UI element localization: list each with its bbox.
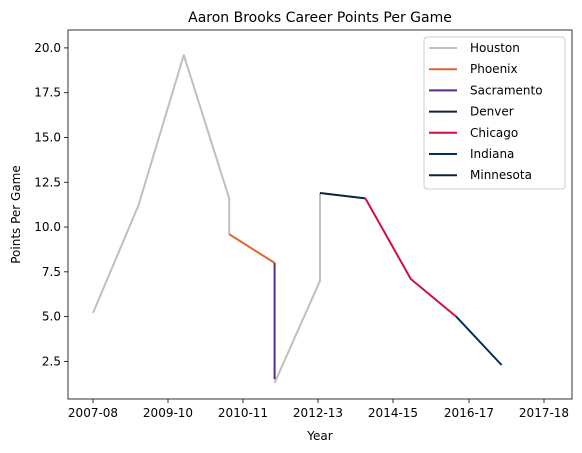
series-line-phoenix (228, 233, 276, 264)
x-tick-label: 2010-11 (218, 406, 268, 420)
legend-label: Chicago (470, 126, 518, 140)
y-tick-label: 15.0 (34, 130, 61, 144)
y-tick-label: 17.5 (34, 86, 61, 100)
chart-title: Aaron Brooks Career Points Per Game (188, 10, 452, 26)
plot-lines (92, 54, 503, 384)
legend-box (423, 36, 566, 190)
x-tick-label: 2017-18 (519, 406, 569, 420)
legend-label: Houston (470, 41, 520, 55)
series-line-chicago (364, 197, 457, 318)
y-tick-label: 10.0 (34, 220, 61, 234)
series-line-houston (273, 193, 321, 384)
y-tick-label: 7.5 (42, 265, 61, 279)
y-tick-label: 20.0 (34, 41, 61, 55)
y-axis-label: Points Per Game (9, 165, 23, 264)
x-tick-label: 2016-17 (444, 406, 494, 420)
x-tick-label: 2014-15 (368, 406, 418, 420)
x-tick-label: 2007-08 (68, 406, 118, 420)
y-axis: 2.5 5.0 7.5 10.0 12.5 15.0 17.5 20.0 (34, 41, 68, 368)
plot-frame (67, 29, 573, 400)
x-tick-label: 2012-13 (293, 406, 343, 420)
y-tick-label: 12.5 (34, 175, 61, 189)
legend-label: Minnesota (470, 168, 532, 182)
legend: Houston Phoenix Sacramento Denver Chicago Ind… (423, 36, 566, 190)
y-tick-label: 5.0 (42, 310, 61, 324)
legend-label: Indiana (470, 147, 514, 161)
legend-label: Sacramento (470, 83, 543, 97)
legend-label: Denver (470, 105, 514, 119)
x-tick-label: 2009-10 (143, 406, 193, 420)
y-tick-label: 2.5 (42, 354, 61, 368)
series-line-denver (319, 192, 366, 200)
legend-label: Phoenix (470, 62, 518, 76)
series-line-houston (92, 54, 231, 314)
x-axis: 2007-08 2009-10 2010-11 2012-13 2014-15 2016-… (68, 399, 569, 420)
x-axis-label: Year (306, 429, 332, 443)
series-line-indiana (455, 315, 503, 366)
